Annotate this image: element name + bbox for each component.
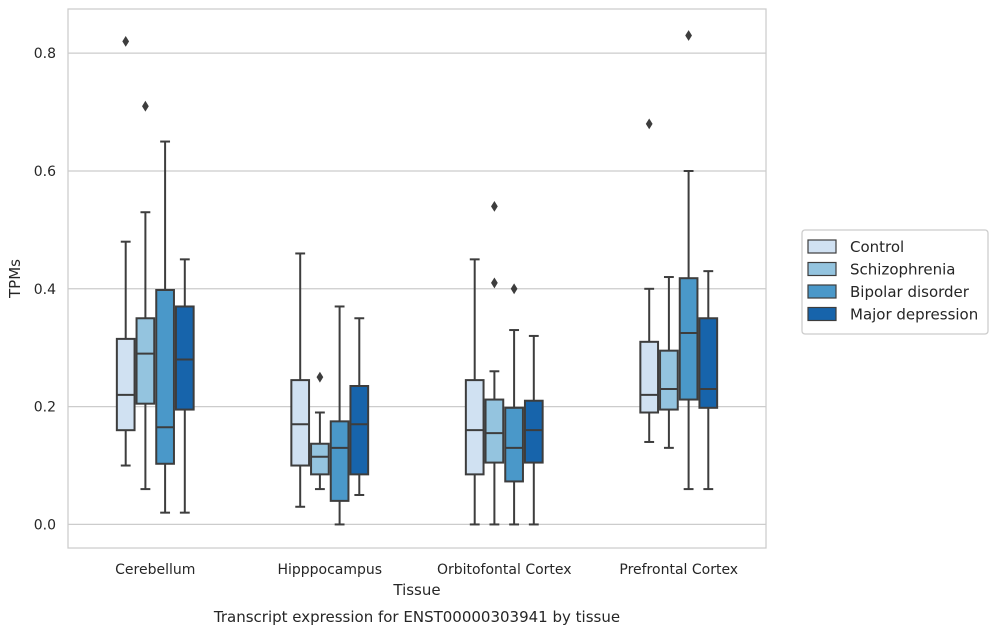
iqr-box: [155, 288, 175, 465]
iqr-box: [523, 399, 544, 464]
y-axis-label: TPMs: [6, 259, 24, 299]
outlier-point: [122, 35, 130, 47]
outlier-point: [491, 200, 498, 212]
y-tick-label: 0.4: [34, 282, 56, 298]
y-tick-label: 0.6: [34, 164, 56, 180]
box-control: [464, 258, 485, 526]
legend-frame: [801, 229, 989, 335]
iqr-box: [174, 305, 195, 411]
legend-swatch: [807, 261, 837, 277]
iqr-box: [290, 379, 311, 467]
outlier-point: [142, 100, 149, 112]
box-control: [290, 252, 311, 508]
legend-label: Control: [850, 238, 904, 256]
box-major-depression: [174, 258, 195, 514]
iqr-box: [504, 406, 524, 483]
iqr-box: [639, 340, 660, 414]
y-tick-label: 0.2: [34, 400, 56, 416]
box-control: [115, 35, 136, 467]
box-schizophrenia: [135, 100, 156, 491]
iqr-box: [135, 317, 156, 405]
box-bipolar-disorder: [678, 30, 699, 491]
outlier-point: [645, 118, 653, 130]
legend-label: Schizophrenia: [850, 261, 955, 279]
legend-label: Bipolar disorder: [850, 283, 970, 301]
box-plot-series: [115, 30, 719, 526]
x-tick-label: Orbitofontal Cortex: [437, 562, 572, 578]
iqr-box: [115, 337, 136, 432]
y-axis-ticks: 0.0 0.2 0.4 0.6 0.8: [34, 46, 56, 533]
iqr-box: [484, 398, 505, 464]
y-tick-label: 0.0: [34, 517, 56, 533]
legend-swatch: [807, 306, 837, 322]
chart-caption: Transcript expression for ENST0000030394…: [213, 608, 620, 626]
box-bipolar-disorder: [155, 140, 175, 514]
box-schizophrenia: [484, 200, 505, 526]
outlier-point: [685, 30, 692, 41]
x-axis-ticks: Cerebellum Hipppocampus Orbitofontal Corte…: [115, 562, 738, 578]
outlier-point: [510, 283, 518, 295]
plot-frame: [67, 8, 767, 549]
box-schizophrenia: [659, 276, 679, 449]
x-tick-label: Prefrontal Cortex: [619, 562, 738, 578]
y-tick-label: 0.8: [34, 46, 56, 62]
legend-swatch: [807, 284, 837, 299]
box-schizophrenia: [310, 371, 330, 491]
iqr-box: [329, 420, 350, 502]
outlier-point: [491, 277, 498, 289]
iqr-box: [464, 379, 485, 476]
x-tick-label: Cerebellum: [115, 562, 195, 578]
x-axis-label: Tissue: [392, 581, 440, 599]
legend-label: Major depression: [850, 306, 978, 324]
box-bipolar-disorder: [504, 283, 524, 526]
box-bipolar-disorder: [329, 305, 350, 526]
box-major-depression: [698, 270, 719, 491]
x-tick-label: Hipppocampus: [277, 562, 382, 578]
box-control: [639, 118, 660, 443]
iqr-box: [349, 385, 370, 476]
box-major-depression: [349, 317, 370, 496]
outlier-point: [316, 371, 324, 383]
iqr-box: [310, 442, 330, 476]
legend-swatch: [807, 239, 837, 254]
iqr-box: [698, 317, 719, 409]
iqr-box: [678, 277, 699, 401]
box-major-depression: [523, 334, 544, 526]
iqr-box: [659, 349, 679, 411]
legend: Control Schizophrenia Bipolar disorder Majo…: [801, 229, 989, 335]
